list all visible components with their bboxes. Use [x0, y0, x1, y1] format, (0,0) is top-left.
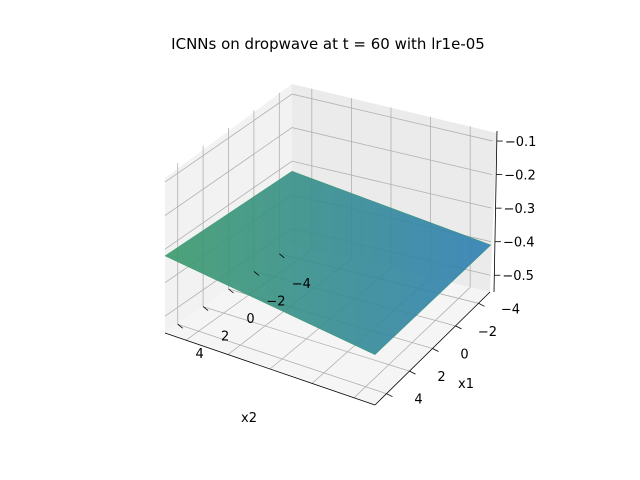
- z-tick-label: −0.2: [504, 169, 536, 184]
- x1-tick-label: 2: [437, 370, 445, 385]
- x2-tick-mark: [279, 253, 285, 259]
- surface: [164, 170, 492, 355]
- x1-tick-label: −2: [478, 325, 497, 340]
- x2-floor-grid-line: [177, 323, 387, 395]
- z-grid-line: [164, 160, 492, 250]
- x1-tick-label: −4: [501, 302, 520, 317]
- x1-tick-mark: [478, 302, 485, 307]
- z-tick-label: −0.1: [505, 135, 537, 150]
- x1-tick-label: 0: [460, 348, 468, 363]
- x1-tick-mark: [432, 348, 439, 352]
- chart-title: ICNNs on dropwave at t = 60 with lr1e-05: [171, 35, 485, 53]
- x2-tick-label: 4: [196, 347, 204, 362]
- x1-axis-label: x1: [458, 377, 474, 392]
- x1-tick-mark: [386, 393, 393, 398]
- z-grid-line: [164, 127, 493, 216]
- x2-tick-mark: [253, 271, 260, 276]
- z-tick-label: −0.3: [504, 202, 536, 217]
- x2-tick-label: 0: [246, 312, 254, 327]
- x1-tick-mark: [409, 370, 416, 375]
- x2-axis-line: [164, 332, 376, 406]
- surface-plane: [164, 170, 492, 355]
- z-axis-line: [493, 130, 498, 293]
- x2-tick-label: −2: [266, 294, 285, 309]
- z-tick-label: −0.4: [503, 236, 535, 251]
- x1-tick-mark: [455, 325, 462, 330]
- x2-floor-grid-line: [202, 306, 410, 372]
- x2-tick-mark: [202, 306, 209, 311]
- z-grid-line: [164, 93, 493, 183]
- x2-axis-label: x2: [241, 411, 257, 426]
- x1-tick-label: 4: [414, 393, 422, 408]
- x2-tick-mark: [228, 288, 234, 294]
- x2-tick-label: −4: [292, 277, 311, 292]
- x2-tick-label: 2: [221, 330, 229, 345]
- x2-tick-mark: [177, 323, 183, 329]
- z-tick-label: −0.5: [502, 269, 534, 284]
